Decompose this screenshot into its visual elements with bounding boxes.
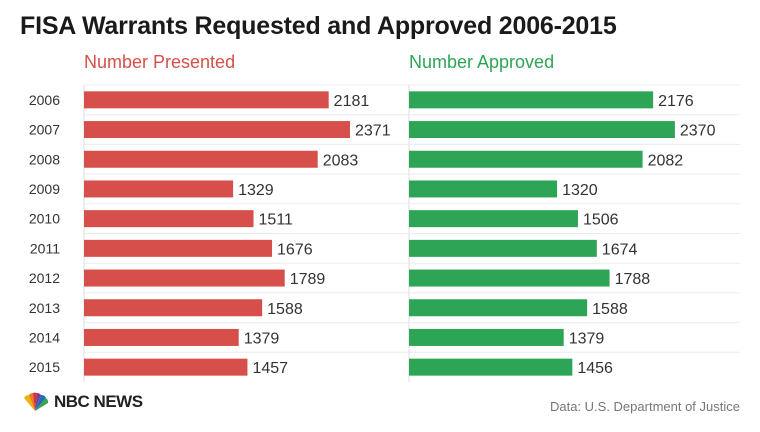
- bar-presented-2015: [84, 358, 248, 376]
- bar-approved-2006: [409, 91, 654, 109]
- bar-presented-2008: [84, 150, 318, 168]
- value-label-approved-2008: 2082: [648, 152, 684, 169]
- value-label-approved-2012: 1788: [615, 271, 651, 288]
- value-label-approved-2006: 2176: [658, 93, 694, 110]
- year-label-2009: 2009: [29, 181, 60, 197]
- value-label-approved-2015: 1456: [577, 360, 613, 377]
- bar-presented-2013: [84, 299, 263, 317]
- bar-approved-2014: [409, 328, 564, 346]
- year-label-2011: 2011: [30, 240, 60, 256]
- value-label-presented-2008: 2083: [323, 152, 359, 169]
- bar-approved-2013: [409, 299, 588, 317]
- value-label-presented-2012: 1789: [290, 271, 326, 288]
- bar-presented-2007: [84, 121, 350, 139]
- year-label-2006: 2006: [29, 92, 60, 108]
- bar-approved-2008: [409, 150, 643, 168]
- value-label-presented-2011: 1676: [277, 241, 313, 258]
- nbc-news-logo: NBC NEWS: [20, 392, 143, 412]
- year-label-2007: 2007: [29, 122, 60, 138]
- value-label-presented-2013: 1588: [267, 301, 303, 318]
- bar-approved-2012: [409, 269, 610, 287]
- year-label-2008: 2008: [29, 151, 60, 167]
- value-label-approved-2014: 1379: [569, 330, 605, 347]
- peacock-icon: [24, 392, 49, 411]
- value-label-presented-2010: 1511: [259, 212, 294, 229]
- logo-text: NBC NEWS: [54, 392, 143, 411]
- value-labels: 2181 2176 2371 2370 2083 2082 1329 1320 1511 1506…: [238, 93, 715, 377]
- bar-approved-2007: [409, 121, 675, 139]
- year-label-2015: 2015: [29, 359, 60, 375]
- value-label-approved-2011: 1674: [602, 241, 638, 258]
- bar-presented-2010: [84, 210, 254, 228]
- bar-presented-2011: [84, 239, 273, 257]
- grid-lines: [83, 84, 740, 382]
- value-label-presented-2009: 1329: [238, 182, 274, 199]
- series-title-presented: Number Presented: [84, 52, 236, 72]
- value-label-presented-2007: 2371: [355, 123, 391, 140]
- bar-presented-2014: [84, 328, 239, 346]
- chart-title: FISA Warrants Requested and Approved 200…: [20, 12, 617, 40]
- source-note: Data: U.S. Department of Justice: [549, 399, 740, 414]
- bars: [84, 91, 675, 376]
- year-label-2014: 2014: [29, 329, 60, 345]
- value-label-approved-2010: 1506: [583, 212, 619, 229]
- series-title-approved: Number Approved: [409, 52, 555, 72]
- value-label-presented-2014: 1379: [244, 330, 280, 347]
- year-label-2012: 2012: [29, 270, 60, 286]
- bar-presented-2012: [84, 269, 285, 287]
- value-label-approved-2009: 1320: [562, 182, 598, 199]
- value-label-approved-2013: 1588: [592, 301, 628, 318]
- value-label-presented-2006: 2181: [334, 93, 370, 110]
- year-labels: 2006 2007 2008 2009 2010 2011 2012 2013 2014 2015: [29, 92, 60, 375]
- bar-approved-2015: [409, 358, 573, 376]
- value-label-approved-2007: 2370: [680, 123, 716, 140]
- value-label-presented-2015: 1457: [252, 360, 288, 377]
- bar-approved-2009: [409, 180, 558, 198]
- bar-approved-2011: [409, 239, 597, 257]
- year-label-2013: 2013: [29, 300, 60, 316]
- bar-approved-2010: [409, 210, 578, 228]
- bar-presented-2009: [84, 180, 234, 198]
- bar-presented-2006: [84, 91, 329, 109]
- year-label-2010: 2010: [29, 211, 60, 227]
